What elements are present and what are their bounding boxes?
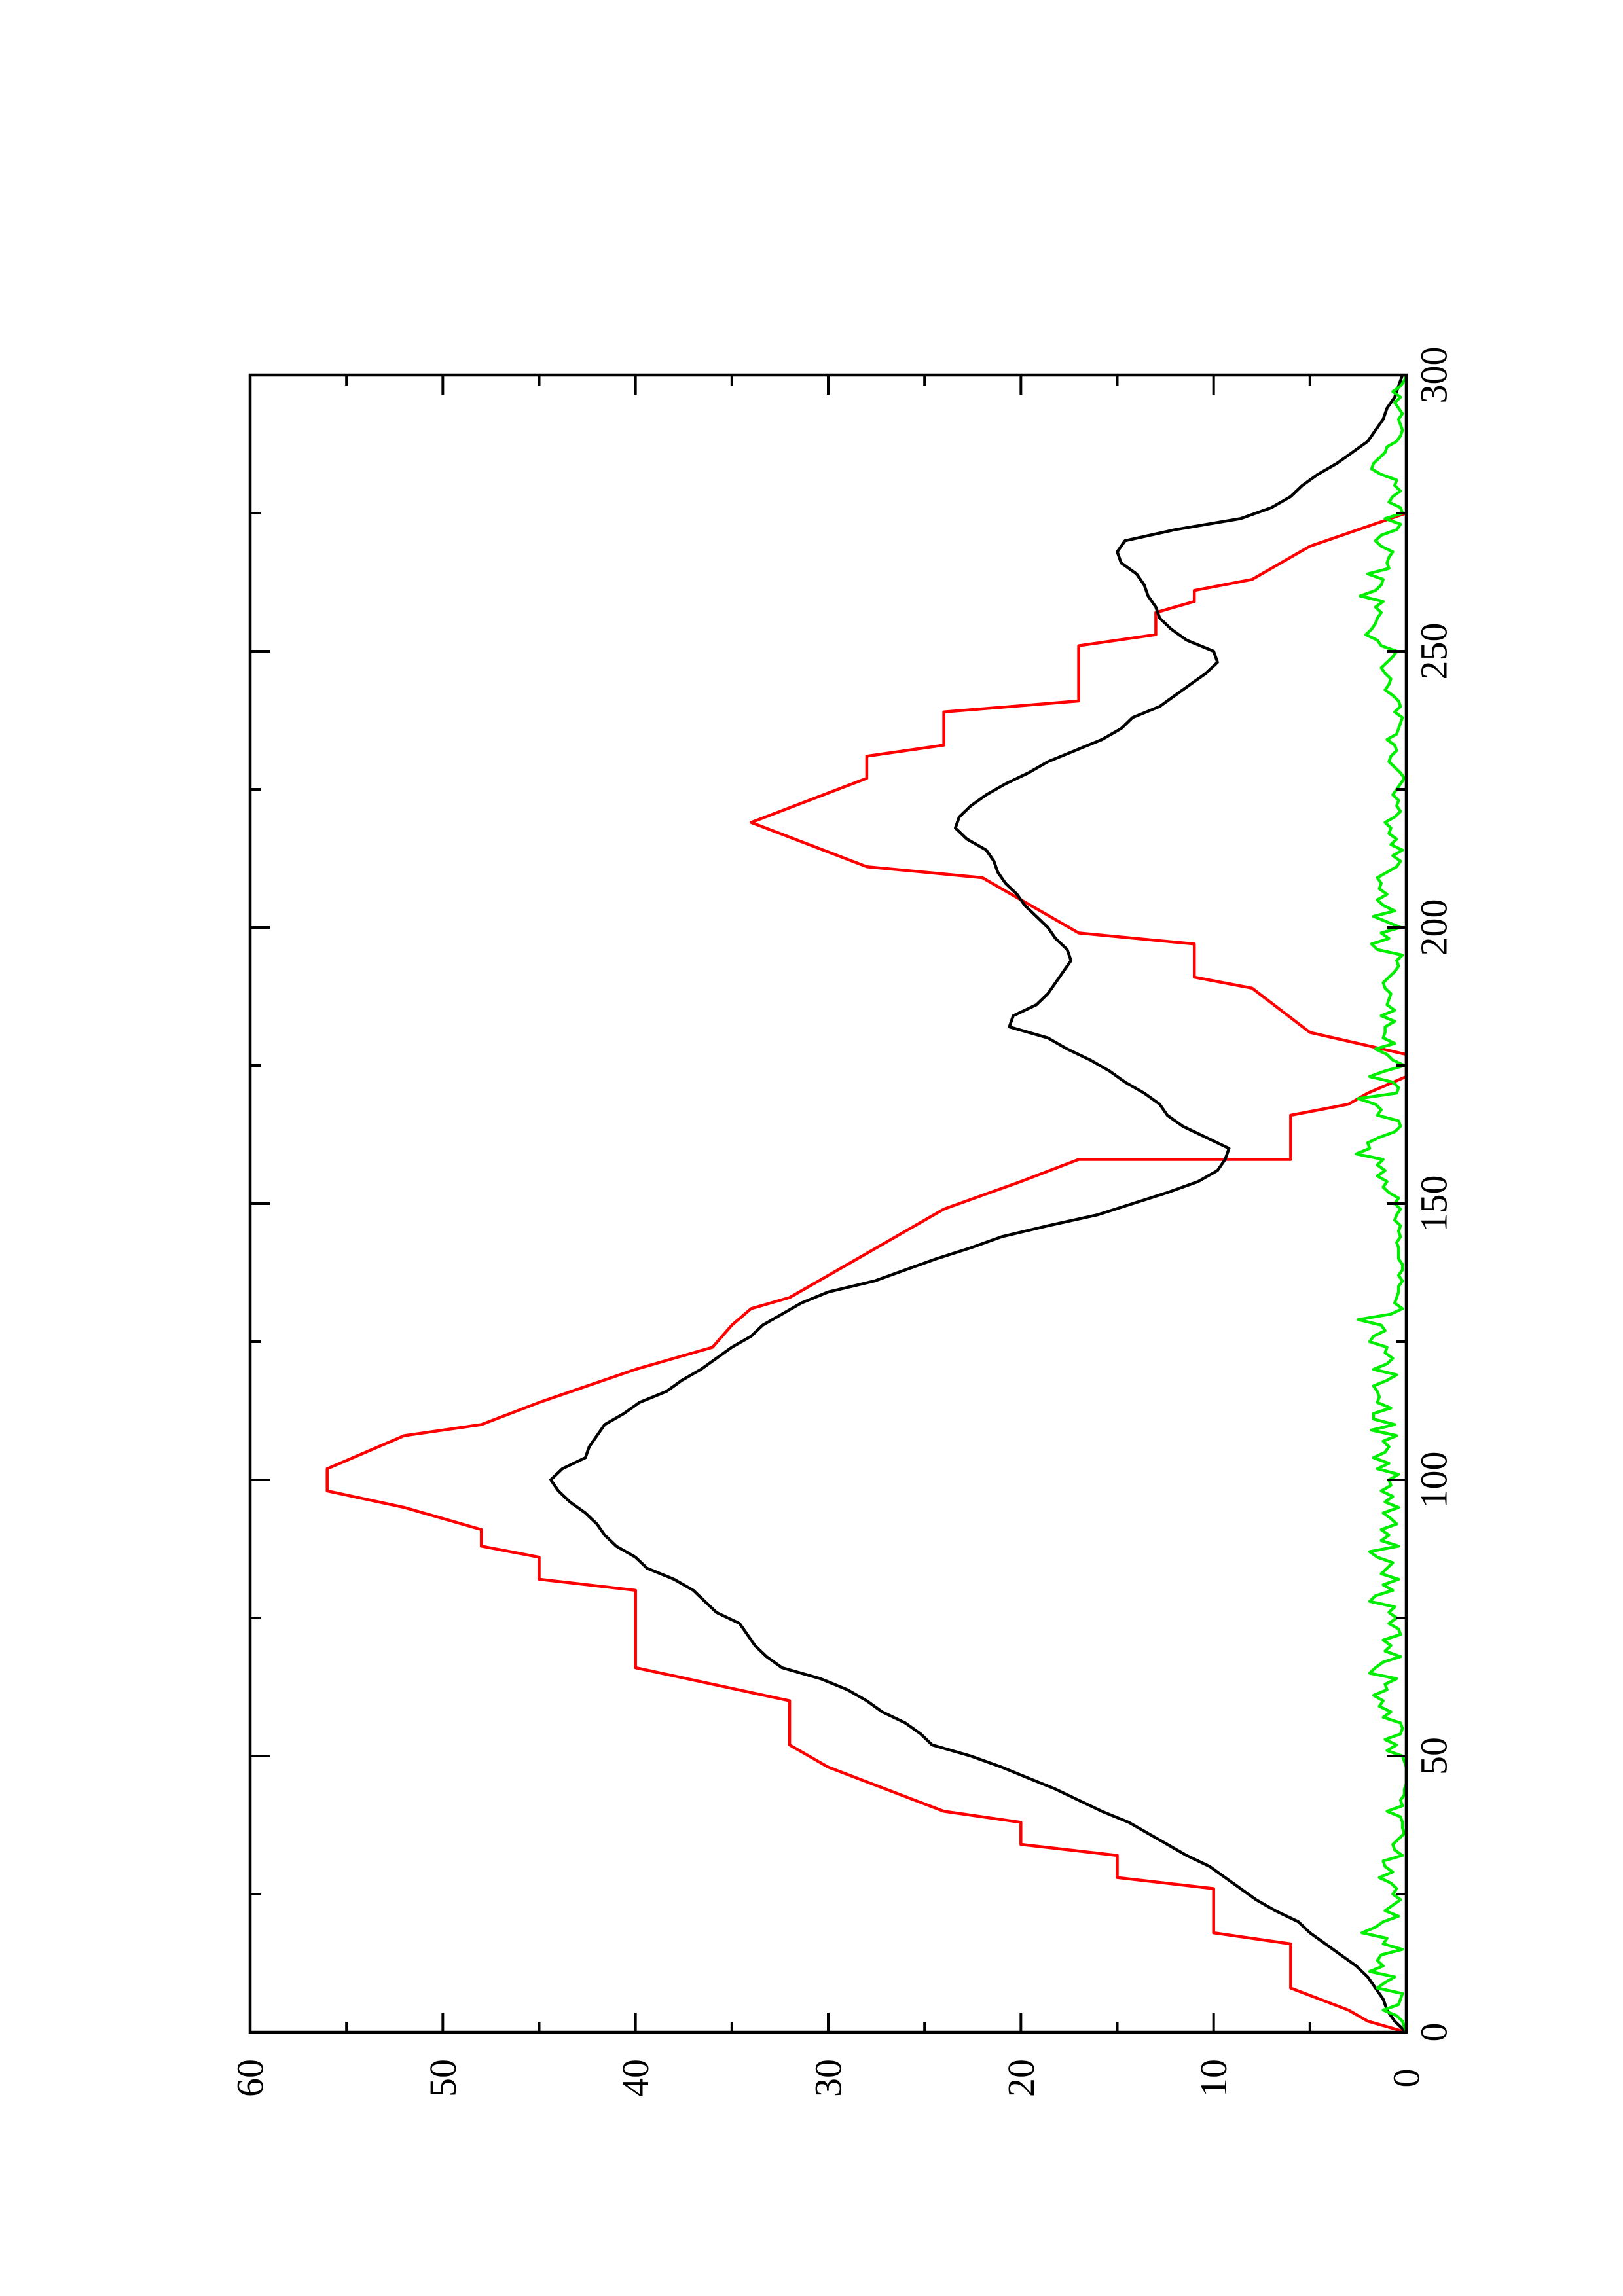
- x-tick-label: 200: [1413, 899, 1455, 956]
- x-tick-label: 100: [1413, 1452, 1455, 1509]
- x-tick-label: 300: [1413, 347, 1455, 404]
- y-tick-label: 10: [1192, 2059, 1235, 2097]
- y-tick-label: 50: [422, 2059, 464, 2097]
- y-tick-label: 60: [229, 2059, 272, 2097]
- y-tick-label: 30: [807, 2059, 850, 2097]
- chart-ticks: [249, 374, 1408, 2034]
- y-tick-label: 0: [1385, 2069, 1428, 2088]
- x-tick-label: 150: [1413, 1175, 1455, 1232]
- y-tick-label: 20: [1000, 2059, 1042, 2097]
- series-line-1: [325, 511, 1408, 2034]
- y-tick-label: 40: [614, 2059, 657, 2097]
- chart-tick-labels: 0 50 100 150 200 250 300 0 10 20 30 40 50 60: [229, 347, 1455, 2098]
- series-line-2: [549, 374, 1408, 2034]
- x-tick-label: 0: [1413, 2023, 1455, 2042]
- x-tick-label: 50: [1413, 1737, 1455, 1775]
- x-tick-label: 250: [1413, 623, 1455, 680]
